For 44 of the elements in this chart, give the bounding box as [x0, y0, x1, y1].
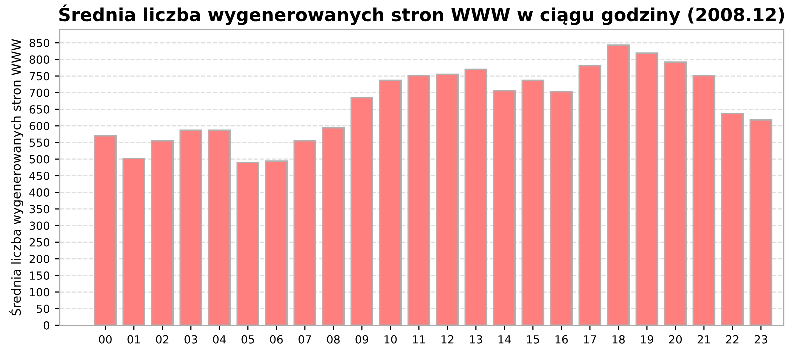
x-tick-label: 03	[184, 335, 198, 344]
y-tick-label: 300	[30, 222, 50, 230]
x-tick-label: 06	[270, 335, 283, 344]
x-tick-label: 18	[612, 335, 625, 344]
y-tick-label: 500	[30, 155, 50, 164]
x-tick-label: 21	[698, 335, 710, 344]
x-tick-label: 10	[384, 335, 397, 344]
x-tick-label: 16	[556, 335, 568, 344]
x-tick-label: 17	[584, 336, 596, 344]
y-tick-label: 800	[30, 56, 50, 64]
y-tick-label: 850	[30, 39, 50, 48]
y-tick-label: 750	[30, 72, 50, 81]
y-tick-label: 200	[30, 255, 50, 264]
y-tick-label: 700	[30, 88, 50, 98]
x-tick-label: 22	[726, 335, 739, 344]
x-tick-label: 04	[213, 335, 226, 344]
y-tick-label: 650	[30, 105, 50, 114]
x-tick-label: 13	[470, 335, 482, 344]
x-tick-label: 05	[242, 335, 254, 344]
y-tick-label: 250	[30, 238, 50, 247]
x-tick-label: 08	[327, 335, 340, 344]
y-tick-label: 0	[44, 321, 50, 330]
x-tick-label: 07	[298, 335, 312, 344]
y-tick-label: 450	[30, 172, 50, 180]
y-tick-label: 550	[30, 138, 50, 148]
x-tick-label: 01	[128, 335, 140, 344]
y-tick-label: 400	[30, 188, 50, 197]
chart-title: Średnia liczba wygenerowanych stron WWW w ciągu godziny (2008.12)	[60, 4, 784, 26]
x-tick-label: 00	[99, 335, 112, 344]
x-tick-label: 12	[442, 335, 454, 344]
x-tick-label: 23	[754, 335, 768, 344]
y-axis-title: Średnia liczba wygenerowanych stron WWW	[9, 39, 24, 316]
y-tick-label: 150	[30, 272, 50, 280]
x-tick-label: 11	[413, 336, 426, 344]
y-tick-label: 600	[30, 122, 50, 130]
y-tick-label: 350	[30, 205, 50, 214]
x-tick-label: 14	[498, 336, 512, 344]
y-tick-label: 50	[36, 304, 50, 314]
x-tick-label: 19	[641, 335, 654, 344]
x-tick-label: 09	[356, 335, 368, 344]
y-tick-label: 100	[30, 288, 50, 297]
x-tick-label: 15	[527, 336, 540, 344]
x-tick-label: 02	[156, 335, 169, 344]
x-tick-label: 20	[669, 335, 682, 344]
